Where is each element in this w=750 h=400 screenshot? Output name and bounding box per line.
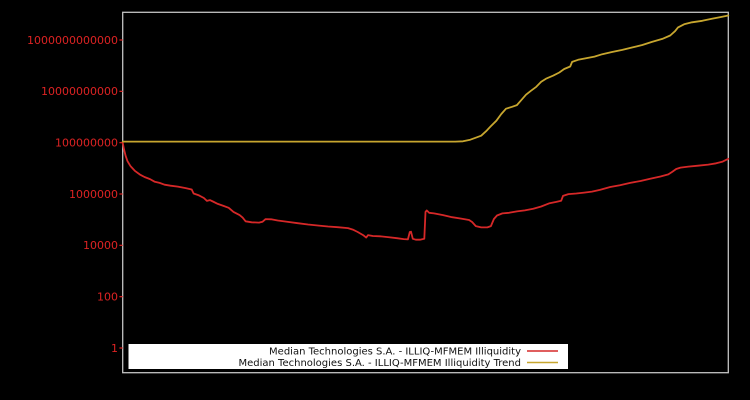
illiquidity-line bbox=[121, 141, 730, 241]
illiquidity-trend-line bbox=[121, 14, 730, 143]
plot-border bbox=[122, 11, 729, 374]
y-tick-label: 1000000000000 bbox=[27, 34, 118, 47]
y-axis: 1 100 10000 1000000 100000000 10000000000 1000… bbox=[27, 34, 123, 355]
legend-label-illiquidity: Median Technologies S.A. - ILLIQ-MFMEM I… bbox=[269, 347, 521, 358]
y-tick-label: 100 bbox=[97, 290, 118, 303]
y-tick-label: 10000 bbox=[83, 239, 118, 252]
legend: Median Technologies S.A. - ILLIQ-MFMEM I… bbox=[128, 344, 568, 369]
plot-lines bbox=[121, 14, 730, 241]
y-tick-label: 1 bbox=[111, 342, 118, 355]
y-tick-label: 1000000 bbox=[69, 188, 118, 201]
y-tick-label: 10000000000 bbox=[41, 85, 118, 98]
legend-label-trend: Median Technologies S.A. - ILLIQ-MFMEM I… bbox=[239, 358, 522, 369]
y-tick-label: 100000000 bbox=[55, 136, 118, 149]
legend-box bbox=[128, 344, 568, 369]
